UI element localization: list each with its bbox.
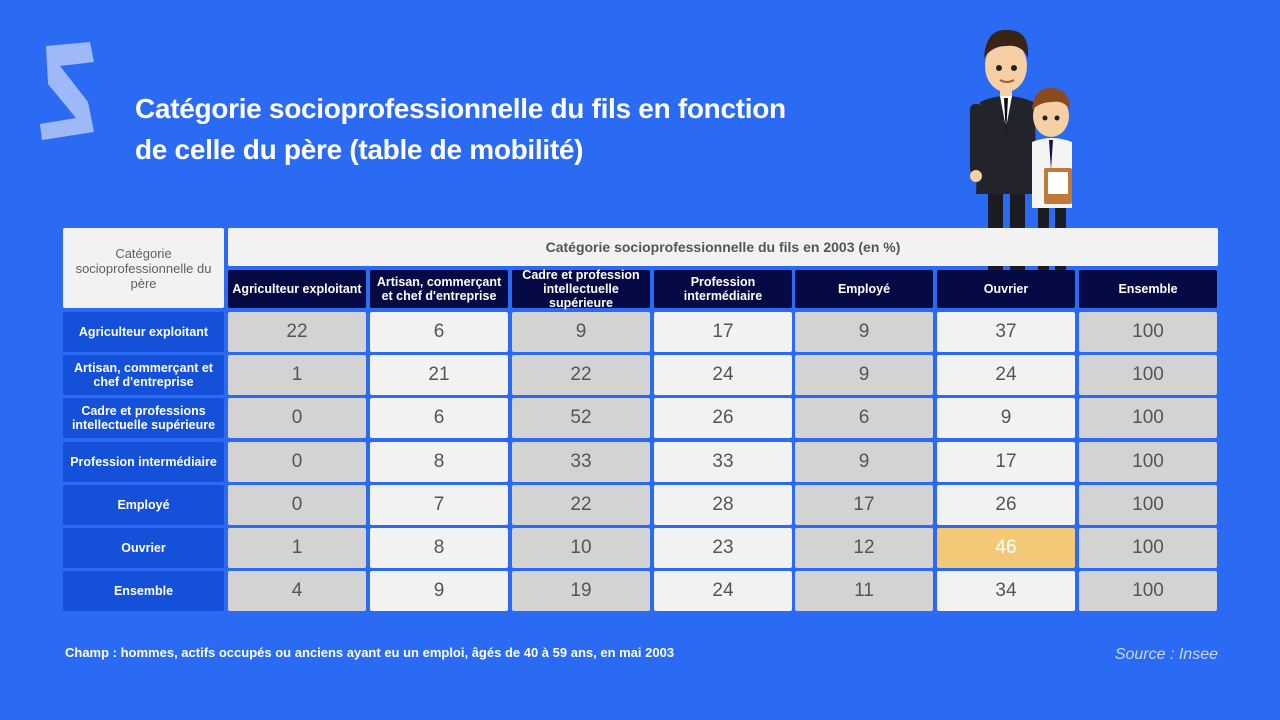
column-header: Cadre et profession intellectuelle supér… (512, 268, 650, 310)
column-group-header: Catégorie socioprofessionnelle du fils e… (228, 228, 1218, 266)
table-cell: 46 (937, 528, 1075, 568)
table-cell: 12 (795, 528, 933, 568)
table-cell: 52 (512, 398, 650, 438)
table-cell: 9 (795, 442, 933, 482)
table-cell: 26 (937, 485, 1075, 525)
logo-icon (40, 42, 94, 140)
table-cell: 33 (512, 442, 650, 482)
table-cell: 22 (228, 312, 366, 352)
table-cell: 100 (1079, 571, 1217, 611)
table-cell: 0 (228, 398, 366, 438)
title-line-1: Catégorie socioprofessionnelle du fils e… (135, 93, 786, 124)
table-cell: 100 (1079, 528, 1217, 568)
table-cell: 9 (512, 312, 650, 352)
row-header: Ensemble (63, 571, 224, 611)
table-cell: 100 (1079, 312, 1217, 352)
row-header: Agriculteur exploitant (63, 312, 224, 352)
column-header: Agriculteur exploitant (228, 270, 366, 308)
table-cell: 1 (228, 528, 366, 568)
row-header: Ouvrier (63, 528, 224, 568)
table-cell: 19 (512, 571, 650, 611)
column-header: Ouvrier (937, 270, 1075, 308)
table-cell: 22 (512, 355, 650, 395)
row-header: Cadre et professions intellectuelle supé… (63, 398, 224, 438)
table-cell: 17 (654, 312, 792, 352)
table-cell: 100 (1079, 485, 1217, 525)
table-cell: 6 (370, 398, 508, 438)
table-cell: 0 (228, 442, 366, 482)
column-header: Employé (795, 270, 933, 308)
table-cell: 33 (654, 442, 792, 482)
table-cell: 8 (370, 528, 508, 568)
source-label: Source : Insee (1114, 646, 1218, 663)
table-cell: 24 (937, 355, 1075, 395)
table-cell: 17 (795, 485, 933, 525)
page-title: Catégorie socioprofessionnelle du fils e… (135, 88, 855, 170)
table-cell: 1 (228, 355, 366, 395)
table-cell: 21 (370, 355, 508, 395)
column-header: Artisan, commerçant et chef d'entreprise (370, 270, 508, 308)
table-cell: 6 (795, 398, 933, 438)
row-header: Profession intermédiaire (63, 442, 224, 482)
table-cell: 100 (1079, 398, 1217, 438)
table-cell: 10 (512, 528, 650, 568)
table-cell: 17 (937, 442, 1075, 482)
footnote: Champ : hommes, actifs occupés ou ancien… (65, 645, 675, 660)
table-cell: 9 (370, 571, 508, 611)
table-cell: 26 (654, 398, 792, 438)
table-cell: 34 (937, 571, 1075, 611)
table-cell: 11 (795, 571, 933, 611)
table-cell: 22 (512, 485, 650, 525)
table-cell: 28 (654, 485, 792, 525)
table-cell: 100 (1079, 442, 1217, 482)
table-cell: 7 (370, 485, 508, 525)
title-line-2: de celle du père (table de mobilité) (135, 134, 584, 165)
table-cell: 6 (370, 312, 508, 352)
table-cell: 24 (654, 355, 792, 395)
table-cell: 8 (370, 442, 508, 482)
table-cell: 9 (937, 398, 1075, 438)
table-cell: 0 (228, 485, 366, 525)
table-cell: 9 (795, 355, 933, 395)
row-header: Artisan, commerçant et chef d'entreprise (63, 355, 224, 395)
table-cell: 23 (654, 528, 792, 568)
column-header: Ensemble (1079, 270, 1217, 308)
table-cell: 4 (228, 571, 366, 611)
table-corner-label: Catégorie socioprofessionnelle du père (63, 228, 224, 308)
table-cell: 24 (654, 571, 792, 611)
column-header: Profession intermédiaire (654, 270, 792, 308)
table-cell: 37 (937, 312, 1075, 352)
row-header: Employé (63, 485, 224, 525)
table-cell: 9 (795, 312, 933, 352)
table-cell: 100 (1079, 355, 1217, 395)
